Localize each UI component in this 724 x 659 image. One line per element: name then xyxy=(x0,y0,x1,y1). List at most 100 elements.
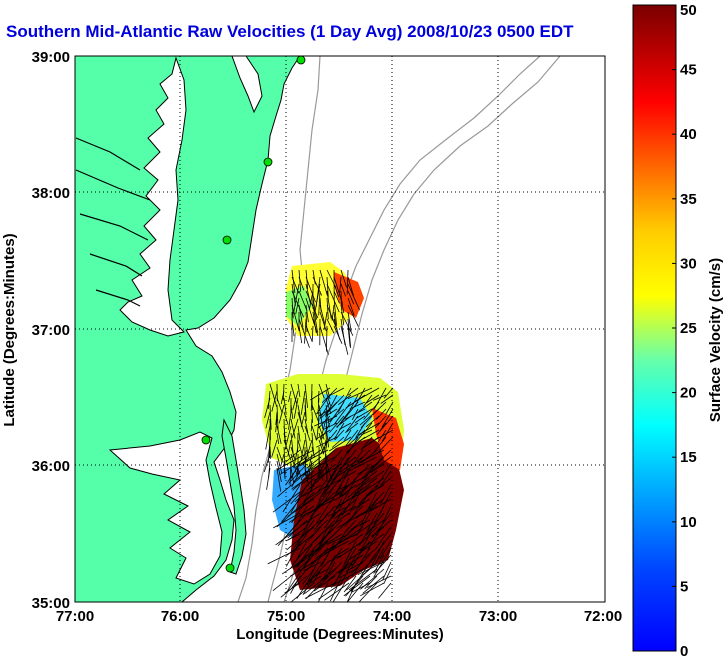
velocity-vector xyxy=(380,394,394,404)
velocity-vector xyxy=(291,470,301,488)
velocity-vector xyxy=(315,394,331,415)
velocity-vector xyxy=(276,397,283,414)
velocity-vector xyxy=(324,582,350,601)
velocity-vector xyxy=(340,568,350,584)
velocity-vector xyxy=(300,470,322,485)
velocity-vector xyxy=(335,491,364,508)
velocity-vector xyxy=(378,436,394,452)
velocity-vector xyxy=(315,429,331,440)
hf-radar-stations xyxy=(201,56,306,573)
velocity-vector xyxy=(283,467,286,480)
velocity-vector xyxy=(317,491,343,507)
y-tick-label: 37:00 xyxy=(32,322,70,339)
velocity-vector xyxy=(287,439,292,457)
velocity-vector xyxy=(340,311,354,336)
velocity-vector xyxy=(360,505,378,516)
velocity-vector xyxy=(310,418,313,432)
velocity-vector xyxy=(267,547,301,565)
velocity-vector xyxy=(354,456,378,469)
delaware-bay xyxy=(231,56,263,114)
velocity-vector xyxy=(343,575,357,593)
velocity-vector xyxy=(297,411,305,433)
velocity-vector xyxy=(317,477,329,492)
velocity-vector xyxy=(318,383,325,399)
velocity-vector xyxy=(381,408,394,428)
velocity-vector xyxy=(373,547,392,578)
velocity-vector xyxy=(302,575,315,596)
velocity-vector xyxy=(326,325,328,352)
velocity-vector xyxy=(375,463,392,489)
velocity-vector xyxy=(276,460,282,483)
velocity-vector xyxy=(316,418,320,440)
velocity-vector xyxy=(312,269,316,285)
velocity-vector xyxy=(325,397,332,415)
velocity-vector xyxy=(290,582,315,602)
velocity-vector xyxy=(364,575,378,590)
velocity-vector xyxy=(358,422,380,436)
velocity-vector xyxy=(331,436,345,448)
y-tick-label: 38:00 xyxy=(32,185,70,202)
velocity-vector xyxy=(332,575,350,602)
velocity-vector xyxy=(265,425,271,450)
velocity-vector xyxy=(271,439,278,458)
velocity-vector xyxy=(297,383,301,398)
velocity-vector xyxy=(304,519,322,534)
velocity-vector xyxy=(357,561,385,576)
velocity-vector xyxy=(317,456,329,477)
velocity-vector xyxy=(347,387,359,396)
bay-tributaries xyxy=(75,137,151,307)
velocity-vector xyxy=(344,429,352,441)
velocity-vector xyxy=(299,491,322,509)
velocity-vector xyxy=(378,582,392,599)
velocity-vector xyxy=(340,325,349,355)
velocity-vector xyxy=(266,467,271,490)
velocity-vector xyxy=(333,422,345,440)
velocity-vector xyxy=(318,432,324,449)
velocity-vector xyxy=(346,422,359,432)
velocity-vector xyxy=(290,446,296,461)
velocity-vector xyxy=(374,526,392,550)
velocity-vector xyxy=(287,519,308,539)
velocity-vector xyxy=(320,422,331,441)
velocity-vector xyxy=(383,387,394,399)
velocity-vector xyxy=(273,512,301,529)
velocity-vector xyxy=(339,568,357,579)
velocity-vector xyxy=(294,491,308,503)
colorbar-tick-label: 10 xyxy=(680,514,697,531)
y-axis: 39:00 38:00 37:00 36:00 35:00 Latitude (… xyxy=(1,49,70,612)
velocity-vector xyxy=(296,491,315,510)
velocity-vector xyxy=(345,415,359,434)
velocity-vector xyxy=(350,561,371,592)
velocity-vector xyxy=(377,491,392,518)
velocity-vector xyxy=(347,283,360,311)
station-marker xyxy=(296,56,306,65)
velocity-vector xyxy=(333,297,337,326)
velocity-vector xyxy=(263,453,271,473)
velocity-vector xyxy=(329,415,345,433)
velocity-vector xyxy=(324,540,350,555)
velocity-vector xyxy=(313,575,336,592)
x-tick-label: 75:00 xyxy=(267,608,305,625)
velocity-vector xyxy=(367,512,378,531)
velocity-vector xyxy=(324,470,357,489)
velocity-vector xyxy=(338,526,364,544)
colorbar-ticks: 0 5 10 15 20 25 30 35 40 45 50 xyxy=(672,2,697,659)
velocity-vector xyxy=(295,505,308,526)
map-frame xyxy=(74,55,606,603)
map-grid xyxy=(75,56,605,602)
velocity-vector xyxy=(310,387,331,401)
velocity-vector xyxy=(365,394,380,404)
velocity-vector xyxy=(318,439,325,454)
velocity-vector xyxy=(313,519,329,533)
velocity-vector xyxy=(290,561,315,577)
velocity-vector xyxy=(346,568,371,591)
velocity-vector xyxy=(358,401,373,413)
velocity-vector xyxy=(373,547,385,566)
station-marker xyxy=(263,157,273,167)
velocity-field xyxy=(262,262,404,602)
velocity-vector xyxy=(368,429,394,444)
velocity-vector xyxy=(367,575,392,588)
velocity-vector xyxy=(357,429,380,442)
velocity-vector xyxy=(351,547,371,577)
